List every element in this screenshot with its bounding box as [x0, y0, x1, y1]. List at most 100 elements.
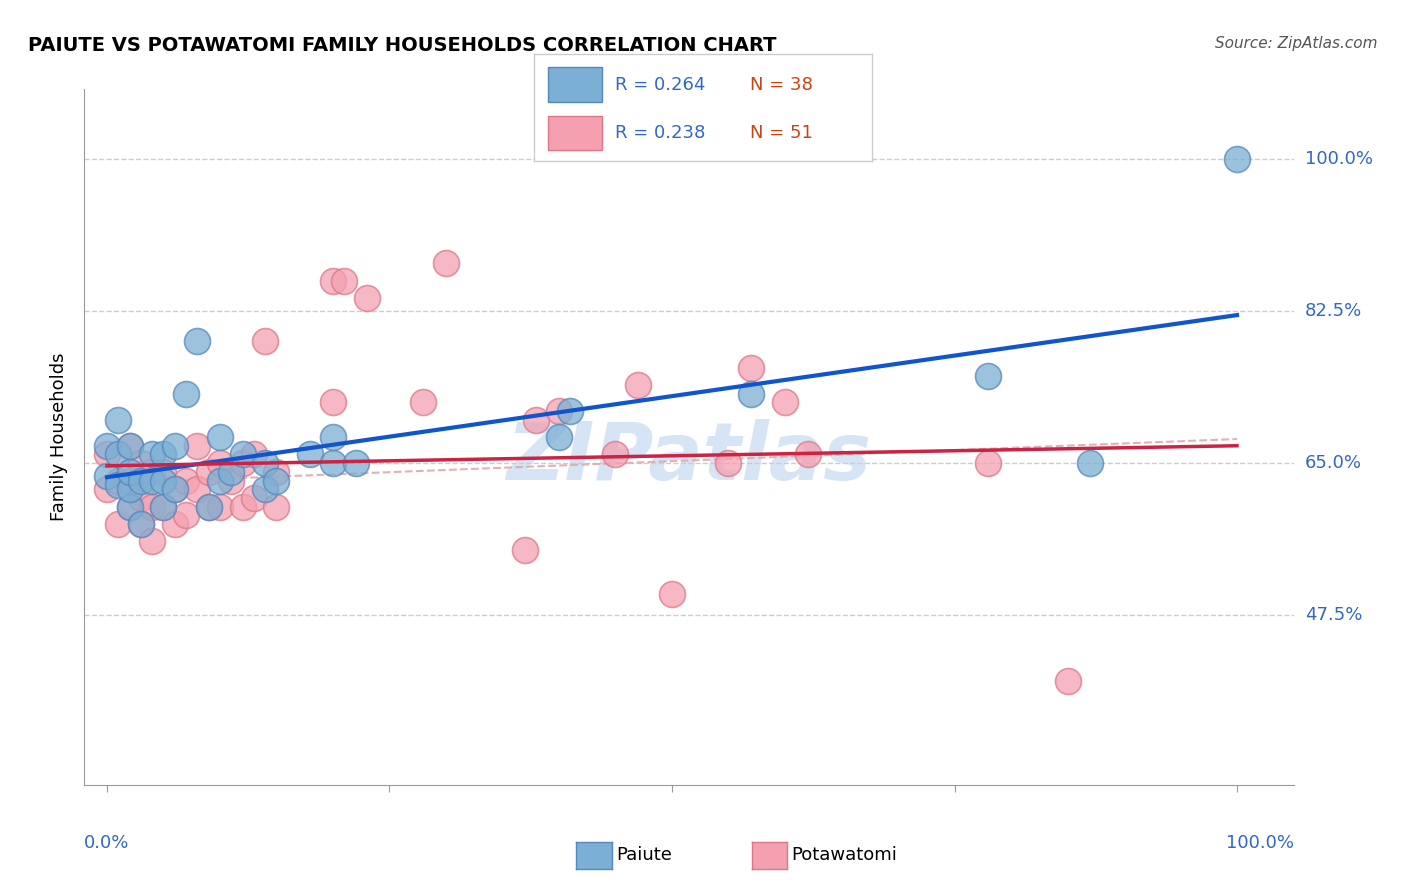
Point — [977, 456, 1000, 470]
Point — [513, 543, 536, 558]
Point — [266, 474, 288, 488]
Point — [107, 447, 129, 461]
Point — [740, 360, 762, 375]
Point — [163, 482, 186, 496]
Point — [356, 291, 378, 305]
Point — [152, 500, 174, 514]
Text: ZIPatlas: ZIPatlas — [506, 419, 872, 497]
Text: 47.5%: 47.5% — [1305, 607, 1362, 624]
Point — [548, 404, 571, 418]
Point — [243, 447, 266, 461]
Point — [773, 395, 796, 409]
Point — [152, 447, 174, 461]
Point — [96, 447, 118, 461]
Point — [266, 500, 288, 514]
Point — [141, 474, 163, 488]
Point — [254, 456, 277, 470]
Point — [174, 386, 197, 401]
Point — [118, 465, 141, 479]
Point — [977, 369, 1000, 384]
Point — [208, 474, 231, 488]
Point — [118, 500, 141, 514]
Text: 100.0%: 100.0% — [1305, 150, 1372, 168]
Point — [299, 447, 322, 461]
Point — [219, 465, 242, 479]
Point — [96, 482, 118, 496]
Point — [152, 500, 174, 514]
Point — [163, 517, 186, 532]
Point — [163, 439, 186, 453]
Point — [344, 456, 367, 470]
Point — [254, 334, 277, 349]
Point — [796, 447, 818, 461]
Point — [174, 474, 197, 488]
Point — [141, 500, 163, 514]
Text: PAIUTE VS POTAWATOMI FAMILY HOUSEHOLDS CORRELATION CHART: PAIUTE VS POTAWATOMI FAMILY HOUSEHOLDS C… — [28, 36, 776, 54]
Point — [107, 474, 129, 488]
Text: N = 51: N = 51 — [751, 124, 813, 142]
Point — [333, 273, 356, 287]
Point — [129, 491, 152, 505]
Point — [208, 430, 231, 444]
Point — [141, 447, 163, 461]
Point — [524, 412, 547, 427]
Point — [186, 334, 208, 349]
Point — [1056, 673, 1078, 688]
Point — [322, 456, 344, 470]
Point — [412, 395, 434, 409]
Point — [141, 534, 163, 549]
Point — [560, 404, 582, 418]
Point — [197, 500, 219, 514]
Point — [208, 500, 231, 514]
Point — [627, 378, 650, 392]
Point — [661, 587, 683, 601]
Point — [118, 482, 141, 496]
Y-axis label: Family Households: Family Households — [51, 353, 69, 521]
Point — [152, 474, 174, 488]
Point — [96, 469, 118, 483]
Point — [605, 447, 627, 461]
Point — [197, 500, 219, 514]
Point — [243, 491, 266, 505]
Point — [548, 430, 571, 444]
Point — [107, 517, 129, 532]
Point — [129, 517, 152, 532]
Text: N = 38: N = 38 — [751, 76, 813, 94]
Point — [1226, 152, 1249, 166]
Point — [118, 439, 141, 453]
Text: 0.0%: 0.0% — [84, 834, 129, 852]
Text: 100.0%: 100.0% — [1226, 834, 1294, 852]
Point — [186, 482, 208, 496]
Point — [96, 439, 118, 453]
Point — [174, 508, 197, 523]
Point — [129, 517, 152, 532]
Point — [232, 447, 254, 461]
Text: R = 0.238: R = 0.238 — [616, 124, 706, 142]
Text: Potawatomi: Potawatomi — [792, 847, 897, 864]
Point — [219, 474, 242, 488]
Point — [186, 439, 208, 453]
Text: R = 0.264: R = 0.264 — [616, 76, 706, 94]
Point — [197, 465, 219, 479]
Point — [163, 482, 186, 496]
Text: Source: ZipAtlas.com: Source: ZipAtlas.com — [1215, 36, 1378, 51]
Point — [434, 256, 457, 270]
Point — [717, 456, 740, 470]
Point — [118, 474, 141, 488]
Bar — [548, 68, 602, 102]
Point — [208, 456, 231, 470]
Text: 65.0%: 65.0% — [1305, 454, 1361, 472]
Point — [129, 474, 152, 488]
Point — [141, 465, 163, 479]
Point — [254, 482, 277, 496]
Point — [266, 465, 288, 479]
Point — [322, 430, 344, 444]
Point — [322, 395, 344, 409]
Text: Paiute: Paiute — [616, 847, 672, 864]
Point — [322, 273, 344, 287]
Point — [107, 478, 129, 492]
Point — [232, 456, 254, 470]
Point — [232, 500, 254, 514]
Point — [152, 465, 174, 479]
Point — [118, 439, 141, 453]
